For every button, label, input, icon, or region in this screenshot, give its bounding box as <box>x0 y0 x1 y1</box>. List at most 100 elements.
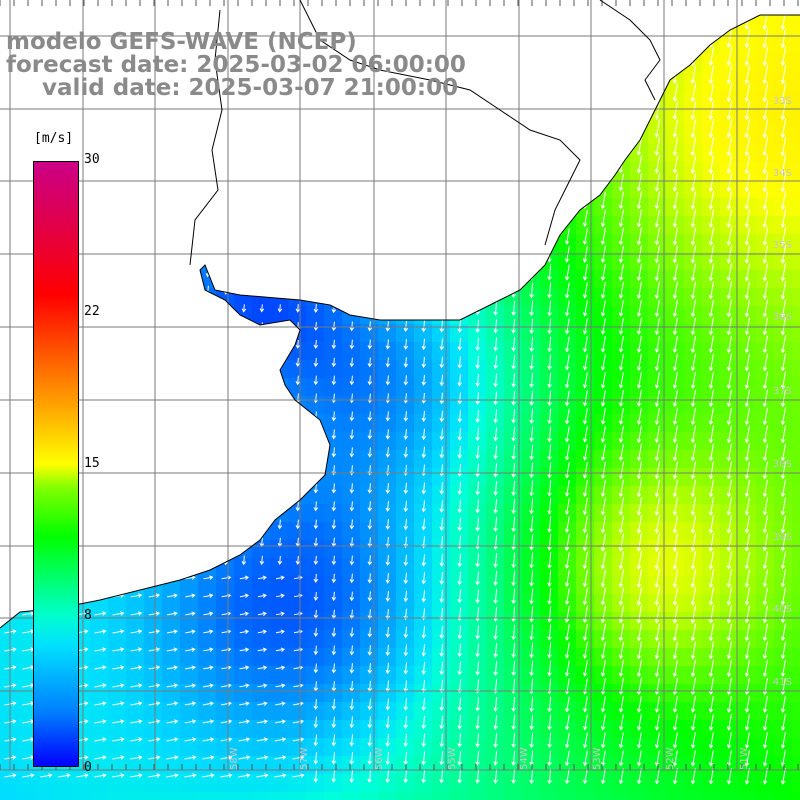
wind-cell <box>360 792 378 800</box>
lat-label: 34S <box>772 168 792 179</box>
wind-arrow <box>239 611 250 617</box>
wind-arrow <box>257 611 267 617</box>
wind-cell <box>270 612 288 630</box>
wind-cell <box>270 396 288 414</box>
wind-arrow <box>690 750 696 767</box>
wind-arrow <box>115 139 120 154</box>
wind-cell <box>450 414 468 432</box>
wind-arrow <box>762 533 768 552</box>
wind-arrow <box>187 230 193 243</box>
wind-cell <box>270 792 288 800</box>
wind-arrow <box>148 701 161 706</box>
wind-arrow <box>457 410 463 423</box>
wind-arrow <box>529 642 534 659</box>
wind-cell <box>414 666 432 684</box>
wind-arrow <box>421 482 427 495</box>
wind-cell <box>792 324 800 342</box>
wind-cell <box>18 738 36 756</box>
wind-arrow <box>762 732 768 749</box>
wind-arrow <box>97 283 102 298</box>
wind-cell <box>450 522 468 540</box>
wind-arrow <box>130 701 143 706</box>
wind-arrow <box>292 755 305 760</box>
wind-cell <box>216 486 234 504</box>
wind-cell <box>432 774 450 792</box>
wind-cell <box>396 738 414 756</box>
wind-arrow <box>475 283 480 298</box>
wind-arrow <box>223 519 229 530</box>
wind-cell <box>432 342 450 360</box>
wind-cell <box>270 144 288 162</box>
wind-arrow <box>654 568 661 588</box>
wind-arrow <box>25 103 30 118</box>
wind-cell <box>522 180 540 198</box>
wind-cell <box>450 504 468 522</box>
wind-cell <box>126 522 144 540</box>
wind-arrow <box>600 569 607 588</box>
wind-cell <box>792 126 800 144</box>
wind-cell <box>450 378 468 396</box>
wind-cell <box>594 54 612 72</box>
wind-cell <box>360 666 378 684</box>
wind-arrow <box>726 353 732 372</box>
wind-arrow <box>241 339 247 350</box>
wind-cell <box>306 162 324 180</box>
wind-arrow <box>457 392 463 405</box>
wind-cell <box>342 504 360 522</box>
wind-arrow <box>385 229 390 244</box>
wind-cell <box>270 576 288 594</box>
wind-cell <box>486 234 504 252</box>
wind-arrow <box>259 446 265 458</box>
wind-cell <box>774 792 792 800</box>
wind-arrow <box>672 29 679 48</box>
wind-cell <box>324 324 342 342</box>
wind-arrow <box>457 643 462 658</box>
wind-cell <box>252 414 270 432</box>
wind-arrow <box>690 317 696 336</box>
wind-arrow <box>636 173 643 192</box>
wind-cell <box>522 216 540 234</box>
wind-arrow <box>654 407 660 426</box>
wind-arrow <box>277 429 283 440</box>
wind-arrow <box>313 102 318 119</box>
wind-arrow <box>672 515 679 534</box>
wind-arrow <box>511 732 516 748</box>
wind-cell <box>306 594 324 612</box>
wind-arrow <box>439 590 445 603</box>
wind-cell <box>468 108 486 126</box>
wind-arrow <box>529 498 534 515</box>
wind-cell <box>144 540 162 558</box>
wind-cell <box>108 648 126 666</box>
wind-arrow <box>726 695 732 713</box>
wind-cell <box>684 36 702 54</box>
wind-arrow <box>349 411 355 422</box>
wind-cell <box>306 252 324 270</box>
wind-cell <box>306 792 324 800</box>
wind-arrow <box>690 407 696 426</box>
wind-cell <box>324 270 342 288</box>
wind-cell <box>252 378 270 396</box>
wind-arrow <box>744 190 751 210</box>
wind-arrow <box>22 773 35 778</box>
wind-arrow <box>636 623 642 642</box>
wind-arrow <box>241 357 247 368</box>
wind-cell <box>630 54 648 72</box>
wind-arrow <box>529 15 534 30</box>
wind-cell <box>108 378 126 396</box>
wind-cell <box>288 450 306 468</box>
wind-cell <box>216 432 234 450</box>
wind-arrow <box>600 65 606 84</box>
wind-cell <box>450 684 468 702</box>
wind-arrow <box>475 409 480 423</box>
wind-cell <box>792 270 800 288</box>
wind-cell <box>396 558 414 576</box>
wind-arrow <box>403 518 409 531</box>
wind-arrow <box>421 392 427 404</box>
wind-arrow <box>636 371 642 389</box>
wind-cell <box>414 270 432 288</box>
wind-arrow <box>672 659 678 678</box>
wind-arrow <box>239 665 250 670</box>
wind-cell <box>108 198 126 216</box>
wind-arrow <box>439 102 444 119</box>
wind-arrow <box>313 519 319 530</box>
